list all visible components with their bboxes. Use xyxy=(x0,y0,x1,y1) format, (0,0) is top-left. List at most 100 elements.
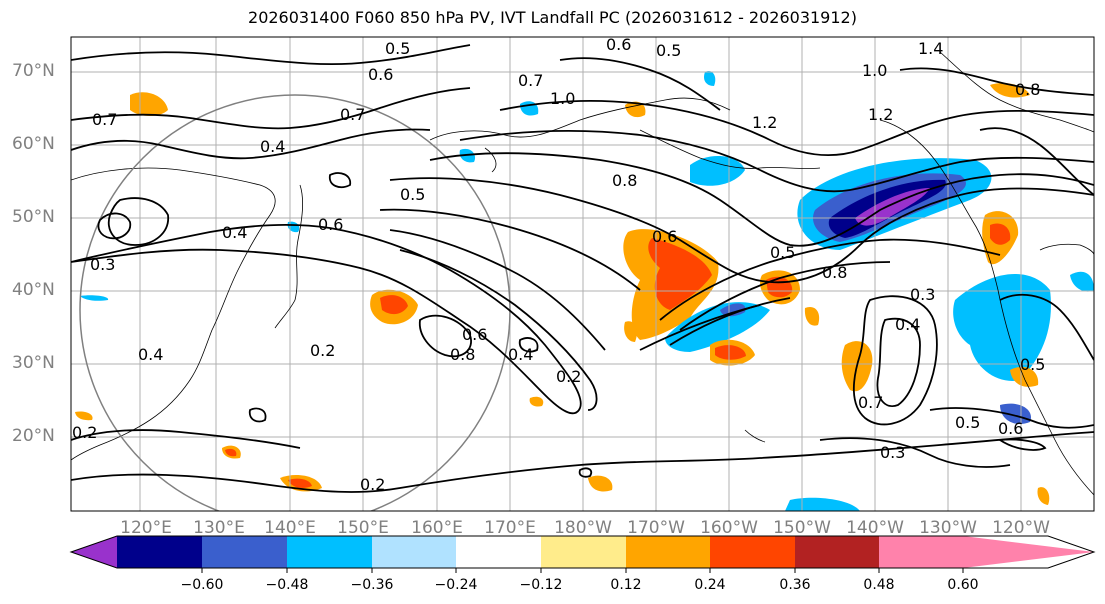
lat-label: 20°N xyxy=(12,426,55,446)
pv-fill-region xyxy=(953,273,1051,381)
contour-label: 0.2 xyxy=(556,367,581,386)
lat-label: 30°N xyxy=(12,353,55,373)
colorbar-bin xyxy=(117,536,202,568)
contour-label: 0.6 xyxy=(652,227,677,246)
colorbar-bin xyxy=(287,536,372,568)
lon-label: 150°W xyxy=(773,518,831,538)
pv-fill-region xyxy=(1000,403,1031,425)
contour-label: 0.5 xyxy=(1020,355,1045,374)
coastlines xyxy=(71,51,1094,496)
contour-label: 0.8 xyxy=(1015,80,1040,99)
pv-fill-regions xyxy=(75,70,1094,511)
contour-label: 1.0 xyxy=(550,89,575,108)
lon-label: 160°W xyxy=(700,518,758,538)
lon-label: 170°W xyxy=(627,518,685,538)
contour-label: 0.8 xyxy=(822,263,847,282)
pv-fill-region xyxy=(804,306,820,326)
contour-label: 0.6 xyxy=(318,215,343,234)
pv-fill-region xyxy=(648,238,712,310)
contour-label: 0.6 xyxy=(998,419,1023,438)
contour-label: 0.4 xyxy=(222,223,247,242)
lon-label: 120°W xyxy=(992,518,1050,538)
pv-fill-region xyxy=(625,101,646,118)
contour-label: 0.5 xyxy=(955,413,980,432)
map-frame xyxy=(70,36,1095,512)
pv-fill-region xyxy=(529,396,544,407)
pv-fill-region xyxy=(75,411,93,421)
contour-lines xyxy=(71,44,1094,493)
contour-labels: 0.5 0.6 0.5 1.4 1.0 0.8 0.6 0.7 1.0 0.7 … xyxy=(72,35,1045,494)
colorbar-bin xyxy=(202,536,287,568)
lon-label: 140°E xyxy=(264,518,316,538)
lon-label: 130°E xyxy=(193,518,245,538)
contour-label: 0.5 xyxy=(385,39,410,58)
colorbar xyxy=(69,535,1096,573)
pv-fill-region xyxy=(380,295,408,315)
contour-label: 0.3 xyxy=(910,285,935,304)
contour-label: 1.4 xyxy=(918,39,943,58)
colorbar-bin xyxy=(879,536,963,568)
pv-fill-region xyxy=(225,448,237,457)
contour-label: 0.4 xyxy=(508,345,533,364)
lat-label: 70°N xyxy=(12,61,55,81)
colorbar-tick-label: −0.12 xyxy=(519,577,563,593)
lat-label: 60°N xyxy=(12,134,55,154)
colorbar-tick-label: −0.36 xyxy=(350,577,394,593)
graticule xyxy=(71,37,1094,511)
contour-label: 0.6 xyxy=(606,35,631,54)
contour-label: 0.8 xyxy=(450,345,475,364)
lon-label: 160°E xyxy=(411,518,463,538)
pv-fill-region xyxy=(785,497,860,511)
contour-label: 0.2 xyxy=(72,423,97,442)
lat-label: 50°N xyxy=(12,207,55,227)
colorbar-bin xyxy=(710,536,795,568)
colorbar-tick-label: 0.48 xyxy=(863,577,895,593)
colorbar-bin xyxy=(456,536,541,568)
pv-fill-region xyxy=(990,223,1011,245)
lon-label: 130°W xyxy=(919,518,977,538)
colorbar-tick-label: −0.48 xyxy=(265,577,309,593)
lat-label: 40°N xyxy=(12,280,55,300)
pv-fill-region xyxy=(1037,487,1050,505)
pv-fill-region xyxy=(665,302,770,352)
contour-label: 0.4 xyxy=(138,345,163,364)
map-title: 2026031400 F060 850 hPa PV, IVT Landfall… xyxy=(248,8,857,27)
contour-label: 0.2 xyxy=(360,475,385,494)
contour-label: 0.7 xyxy=(518,71,543,90)
pv-fill-region xyxy=(855,188,930,226)
colorbar-tick-label: 0.36 xyxy=(779,577,811,593)
pv-fill-region xyxy=(624,321,637,342)
pv-fill-region xyxy=(704,70,716,86)
contour-label: 0.5 xyxy=(770,243,795,262)
contour-label: 0.6 xyxy=(368,65,393,84)
pv-fill-region xyxy=(720,303,746,317)
colorbar-bin xyxy=(372,536,456,568)
contour-label: 0.7 xyxy=(858,393,883,412)
contour-label: 1.2 xyxy=(868,105,893,124)
pv-fill-region xyxy=(1070,271,1094,292)
contour-label: 0.4 xyxy=(260,137,285,156)
contour-label: 0.7 xyxy=(92,110,117,129)
contour-label: 0.2 xyxy=(310,341,335,360)
colorbar-tick-label: 0.60 xyxy=(947,577,979,593)
contour-label: 0.5 xyxy=(656,41,681,60)
lon-label: 120°E xyxy=(120,518,172,538)
colorbar-bin xyxy=(795,536,879,568)
contour-label: 0.3 xyxy=(880,443,905,462)
colorbar-tick-label: 0.24 xyxy=(694,577,726,593)
pv-fill-region xyxy=(288,478,312,488)
colorbar-bin xyxy=(541,536,626,568)
contour-label: 0.3 xyxy=(90,255,115,274)
pv-fill-region xyxy=(80,295,109,301)
lon-label: 170°E xyxy=(484,518,536,538)
contour-label: 1.0 xyxy=(862,61,887,80)
lon-label: 140°W xyxy=(846,518,904,538)
pv-fill-region xyxy=(715,345,746,360)
colorbar-bin xyxy=(626,536,710,568)
pv-fill-region xyxy=(588,475,613,492)
contour-label: 0.7 xyxy=(340,105,365,124)
colorbar-outline xyxy=(69,535,1096,569)
colorbar-tick-label: −0.60 xyxy=(180,577,224,593)
colorbar-tick-label: 0.12 xyxy=(610,577,642,593)
